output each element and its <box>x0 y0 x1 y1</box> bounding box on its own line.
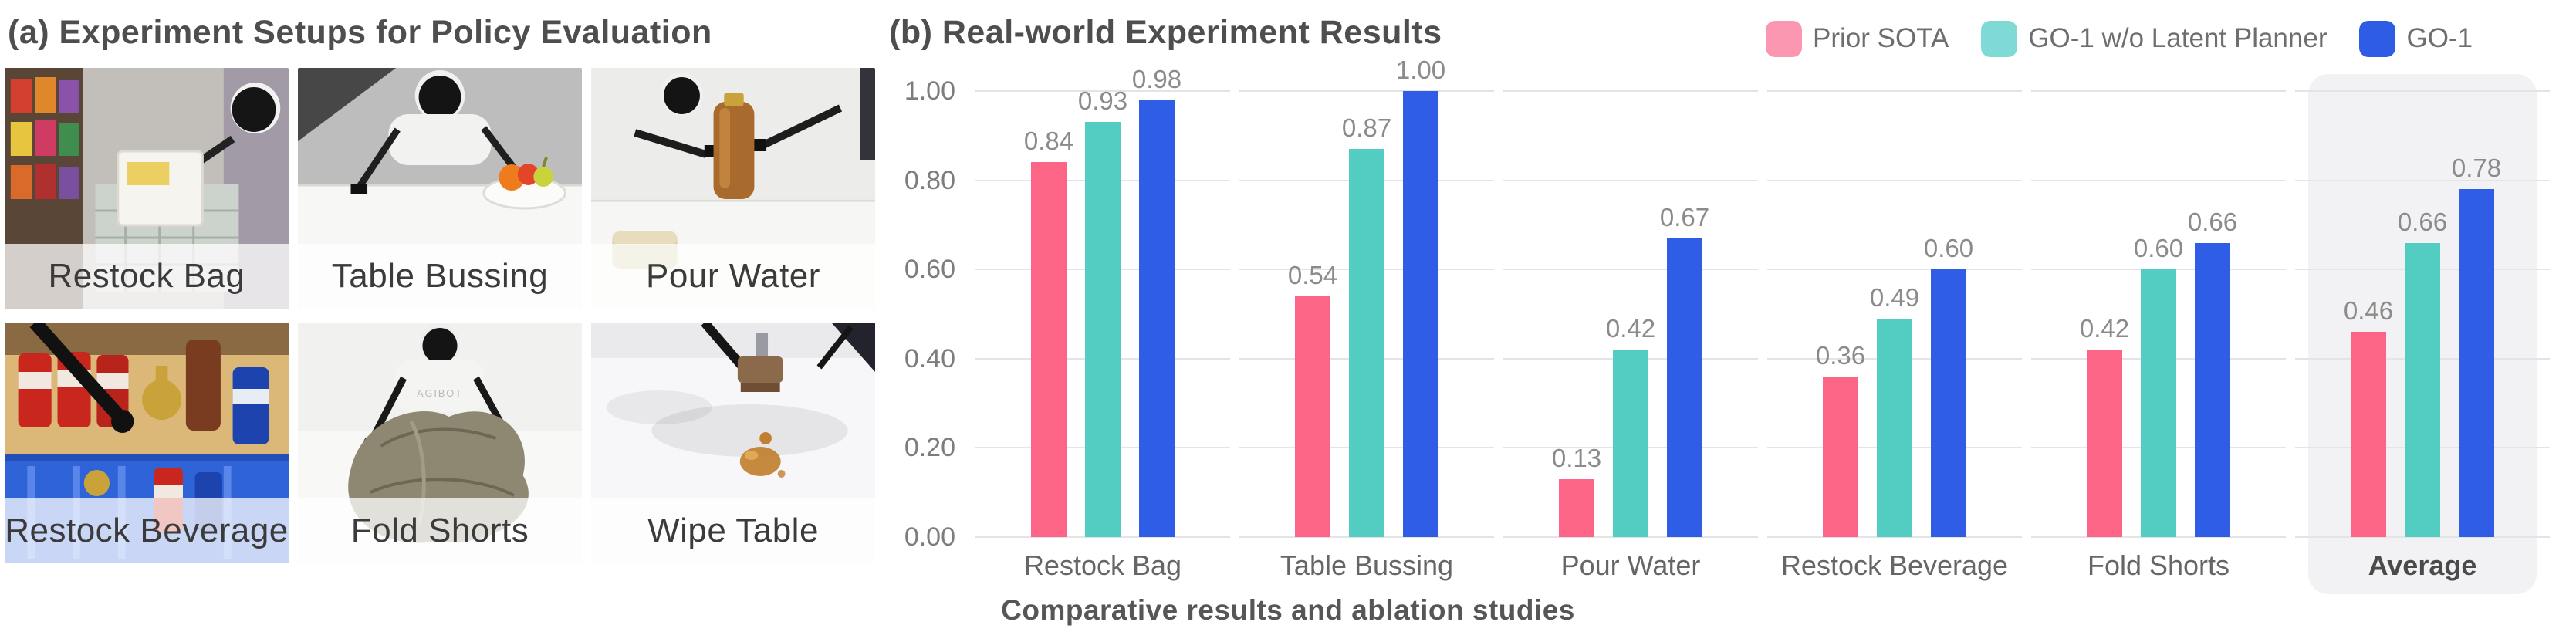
gridline <box>2295 90 2550 92</box>
gridline <box>2295 536 2550 538</box>
setup-photo-wipe-table: Wipe Table <box>591 323 875 563</box>
bar-go-1-average <box>2459 189 2494 537</box>
bar-prior-sota-restock-beverage <box>1823 376 1858 537</box>
bar-go-1-restock-bag <box>1139 100 1175 537</box>
bar-value-label: 0.66 <box>2187 207 2238 236</box>
photo-label: Table Bussing <box>298 244 582 309</box>
gridline <box>1503 269 1758 271</box>
setup-photo-table-bussing: Table Bussing <box>298 68 582 309</box>
setup-photo-restock-beverage: Restock Beverage <box>5 323 289 563</box>
gridline <box>1767 269 2022 271</box>
bar-value-label: 0.36 <box>1815 340 1866 370</box>
bar-value-label: 0.66 <box>2397 207 2448 236</box>
bar-go-1-w-o-latent-planner-restock-bag <box>1085 122 1121 537</box>
bar-value-label: 0.42 <box>2079 314 2130 343</box>
legend-item-go-1: GO-1 <box>2359 20 2473 57</box>
panel-b-title: (b) Real-world Experiment Results <box>889 14 1442 51</box>
photo-label: Fold Shorts <box>298 498 582 563</box>
bar-value-label: 0.87 <box>1341 113 1392 143</box>
figure-caption: Comparative results and ablation studies <box>1001 594 1575 626</box>
legend-item-prior-sota: Prior SOTA <box>1766 20 1949 57</box>
x-axis-label-restock-bag: Restock Bag <box>1023 549 1182 581</box>
legend-swatch-go-1 <box>2359 20 2396 57</box>
bar-go-1-w-o-latent-planner-average <box>2405 242 2440 537</box>
bar-prior-sota-average <box>2351 332 2386 537</box>
y-axis-tick-0.80: 0.80 <box>904 165 955 195</box>
bar-prior-sota-pour-water <box>1559 478 1594 537</box>
bar-go-1-w-o-latent-planner-restock-beverage <box>1877 318 1912 537</box>
bar-go-1-w-o-latent-planner-fold-shorts <box>2141 269 2176 537</box>
x-axis-label-fold-shorts: Fold Shorts <box>2087 549 2230 581</box>
legend-swatch-go-1-w-o-latent-planner <box>1981 20 2018 57</box>
legend-label: GO-1 w/o Latent Planner <box>2028 23 2328 53</box>
panel-a-title: (a) Experiment Setups for Policy Evaluat… <box>8 14 712 51</box>
bar-value-label: 0.60 <box>1923 234 1974 263</box>
photo-label: Wipe Table <box>591 498 875 563</box>
y-axis-tick-0.00: 0.00 <box>904 522 955 552</box>
gridline <box>2295 179 2550 181</box>
bar-value-label: 0.98 <box>1131 64 1182 93</box>
gridline <box>2031 179 2286 181</box>
legend-label: GO-1 <box>2406 23 2473 53</box>
bar-go-1-restock-beverage <box>1931 269 1966 537</box>
bar-prior-sota-fold-shorts <box>2087 350 2122 537</box>
chart-legend: Prior SOTA GO-1 w/o Latent Planner GO-1 <box>1766 19 2494 59</box>
legend-swatch-prior-sota <box>1766 20 1802 57</box>
x-axis-label-table-bussing: Table Bussing <box>1280 549 1454 581</box>
bar-value-label: 0.54 <box>1287 260 1338 289</box>
x-axis-label-restock-beverage: Restock Beverage <box>1780 549 2009 581</box>
setup-photo-pour-water: Pour Water <box>591 68 875 309</box>
bar-value-label: 0.93 <box>1077 86 1128 116</box>
legend-label: Prior SOTA <box>1813 23 1949 53</box>
gridline <box>1503 536 1758 538</box>
photo-label: Pour Water <box>591 244 875 309</box>
bar-go-1-pour-water <box>1667 238 1702 537</box>
gridline <box>975 90 1230 92</box>
bar-go-1-fold-shorts <box>2195 242 2230 537</box>
robot-chest-logo-text: AGIBOT <box>417 387 463 399</box>
gridline <box>1239 536 1494 538</box>
gridline <box>2031 536 2286 538</box>
gridline <box>1503 179 1758 181</box>
bar-go-1-table-bussing <box>1403 91 1438 537</box>
bar-go-1-w-o-latent-planner-table-bussing <box>1349 149 1384 537</box>
gridline <box>1767 90 2022 92</box>
bar-value-label: 0.60 <box>2133 234 2184 263</box>
gridline <box>1503 90 1758 92</box>
y-axis-tick-0.40: 0.40 <box>904 343 955 373</box>
legend-item-go-1-w-o-latent-planner: GO-1 w/o Latent Planner <box>1981 20 2328 57</box>
bar-value-label: 0.46 <box>2343 296 2394 326</box>
photo-label: Restock Beverage <box>5 498 289 563</box>
bar-value-label: 0.67 <box>1659 202 1710 231</box>
bar-prior-sota-restock-bag <box>1031 162 1067 537</box>
x-axis-label-pour-water: Pour Water <box>1560 549 1701 581</box>
bar-go-1-w-o-latent-planner-pour-water <box>1613 350 1648 537</box>
photo-label: Restock Bag <box>5 244 289 309</box>
bar-value-label: 0.49 <box>1869 282 1920 312</box>
experiment-setup-photo-grid: Restock Bag Table Bussing <box>5 68 875 563</box>
setup-photo-fold-shorts: AGIBOT Fold Shorts <box>298 323 582 563</box>
bar-value-label: 0.78 <box>2451 154 2502 183</box>
bar-prior-sota-table-bussing <box>1295 296 1330 537</box>
bar-value-label: 0.13 <box>1551 443 1602 472</box>
x-axis-label-average: Average <box>2368 549 2477 581</box>
setup-photo-restock-bag: Restock Bag <box>5 68 289 309</box>
y-axis-tick-1.00: 1.00 <box>904 76 955 106</box>
y-axis-tick-0.60: 0.60 <box>904 255 955 285</box>
y-axis-tick-0.20: 0.20 <box>904 433 955 463</box>
bar-value-label: 1.00 <box>1395 56 1446 84</box>
bar-value-label: 0.84 <box>1023 127 1074 156</box>
gridline <box>975 536 1230 538</box>
gridline <box>1767 179 2022 181</box>
gridline <box>1767 536 2022 538</box>
gridline <box>1239 90 1494 92</box>
gridline <box>2031 90 2286 92</box>
bar-value-label: 0.42 <box>1605 314 1656 343</box>
